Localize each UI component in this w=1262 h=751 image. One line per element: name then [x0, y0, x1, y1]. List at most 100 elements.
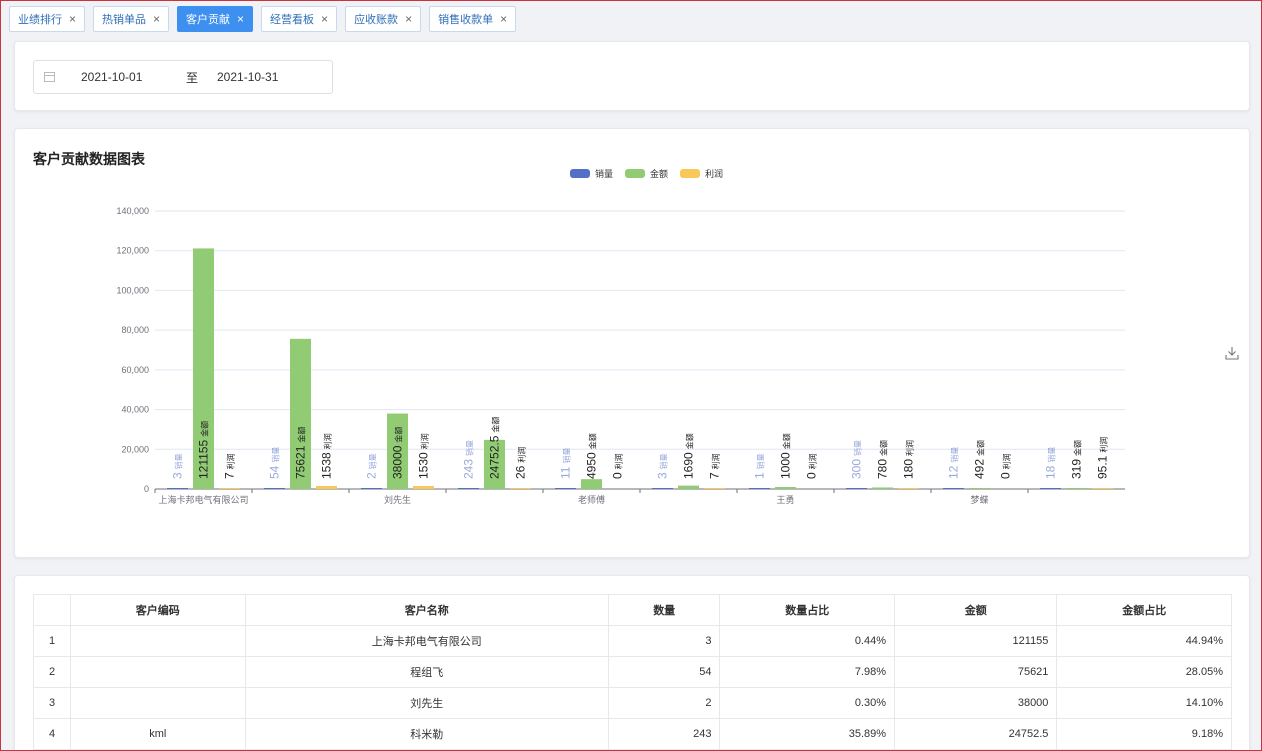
date-range-picker[interactable]: 2021-10-01 至 2021-10-31 — [33, 60, 333, 94]
download-icon[interactable] — [1225, 346, 1239, 360]
close-icon[interactable]: × — [69, 12, 77, 26]
legend-label: 金额 — [650, 169, 669, 179]
table-cell: 0.30% — [719, 687, 896, 719]
close-icon[interactable]: × — [153, 12, 161, 26]
calendar-icon — [44, 72, 55, 82]
start-date-input[interactable]: 2021-10-01 — [81, 70, 143, 84]
column-header[interactable]: 数量 — [607, 594, 721, 626]
bar-data-label: 1690 金额 — [682, 433, 696, 479]
y-tick-label: 40,000 — [121, 405, 149, 415]
data-label-suffix: 利润 — [323, 433, 333, 449]
column-header[interactable]: 客户编码 — [70, 594, 246, 626]
table-cell: 44.94% — [1056, 625, 1232, 657]
table-cell: 0.44% — [719, 625, 896, 657]
bar — [872, 487, 893, 489]
data-label-suffix: 利润 — [808, 453, 818, 469]
bar — [846, 488, 867, 489]
date-range-separator: 至 — [185, 70, 198, 85]
data-label-value: 492 — [973, 459, 987, 479]
bar-data-label: 54 销量 — [268, 447, 282, 479]
legend-label: 利润 — [705, 169, 724, 179]
tab-4[interactable]: 应收账款 × — [345, 6, 422, 32]
data-label-value: 24752.5 — [488, 435, 502, 479]
data-label-suffix: 金额 — [1073, 440, 1083, 456]
data-label-suffix: 利润 — [1099, 437, 1109, 453]
close-icon[interactable]: × — [405, 12, 413, 26]
y-tick-label: 100,000 — [116, 285, 149, 295]
close-icon[interactable]: × — [321, 12, 329, 26]
table-cell — [70, 656, 246, 688]
data-label-value: 95.1 — [1096, 455, 1110, 479]
data-label-suffix: 金额 — [782, 433, 792, 449]
tab-5[interactable]: 销售收款单 × — [429, 6, 517, 32]
table-row[interactable]: 1 上海卡邦电气有限公司 3 0.44% 121155 44.94% — [33, 625, 1232, 657]
bar-data-label: 3 销量 — [171, 453, 185, 479]
column-header[interactable]: 数量占比 — [719, 594, 896, 626]
data-label-value: 319 — [1070, 459, 1084, 479]
data-label-suffix: 利润 — [1002, 453, 1012, 469]
column-header[interactable]: 金额占比 — [1056, 594, 1232, 626]
table-cell: 2 — [607, 687, 721, 719]
close-icon[interactable]: × — [500, 12, 508, 26]
column-header[interactable]: 金额 — [894, 594, 1058, 626]
data-label-suffix: 销量 — [853, 440, 863, 456]
bar — [193, 248, 214, 489]
data-label-suffix: 金额 — [297, 427, 307, 443]
table-cell: 35.89% — [719, 718, 896, 750]
tab-label: 销售收款单 — [438, 14, 494, 26]
bar — [361, 488, 382, 489]
bar-data-label: 0 利润 — [611, 453, 625, 479]
bar — [1040, 488, 1061, 489]
data-label-value: 12 — [947, 465, 961, 479]
bar — [290, 338, 311, 489]
bar — [555, 488, 576, 489]
chart-title: 客户贡献数据图表 — [33, 151, 145, 167]
bar-data-label: 95.1 利润 — [1096, 437, 1110, 479]
table-cell — [70, 687, 246, 719]
tab-label: 应收账款 — [354, 14, 399, 26]
bar — [704, 488, 725, 489]
data-label-suffix: 销量 — [950, 447, 960, 463]
end-date-input[interactable]: 2021-10-31 — [217, 70, 279, 84]
bar — [484, 439, 505, 489]
data-label-value: 11 — [559, 466, 573, 479]
bar-data-label: 4950 金额 — [585, 433, 599, 479]
tab-2[interactable]: 客户贡献 × — [177, 6, 254, 32]
x-tick-label: 上海卡邦电气有限公司 — [158, 494, 248, 505]
table-cell: 54 — [607, 656, 721, 688]
table-cell: 38000 — [894, 687, 1058, 719]
data-label-value: 1000 — [779, 452, 793, 479]
x-tick-label: 老师傅 — [578, 494, 605, 505]
tab-0[interactable]: 业绩排行 × — [9, 6, 86, 32]
table-cell: 1 — [33, 625, 71, 657]
legend-item[interactable]: 利润 — [680, 167, 723, 180]
table-card: 客户编码 客户名称 数量 数量占比 金额 金额占比 1 上海卡邦电气有限公司 3 0.44% 12… — [14, 575, 1250, 751]
data-label-suffix: 销量 — [465, 440, 475, 456]
bar-data-label: 3 销量 — [656, 453, 670, 479]
tab-3[interactable]: 经营看板 × — [261, 6, 338, 32]
column-header[interactable]: 客户名称 — [244, 594, 609, 626]
table-cell: 3 — [33, 687, 71, 719]
bar — [898, 488, 919, 489]
legend-item[interactable]: 销量 — [570, 167, 613, 180]
close-icon[interactable]: × — [237, 12, 245, 26]
bar-data-label: 180 利润 — [902, 440, 916, 479]
bar — [652, 488, 673, 489]
data-label-value: 4950 — [585, 452, 599, 479]
bar-data-label: 1000 金额 — [779, 433, 793, 479]
tab-label: 业绩排行 — [18, 14, 62, 26]
table-row[interactable]: 3 刘先生 2 0.30% 38000 14.10% — [33, 687, 1232, 719]
tab-1[interactable]: 热销单品 × — [93, 6, 170, 32]
table-row[interactable]: 2 程组飞 54 7.98% 75621 28.05% — [33, 656, 1232, 688]
data-label-suffix: 金额 — [491, 417, 501, 433]
data-label-suffix: 销量 — [1047, 447, 1057, 463]
data-label-value: 1530 — [417, 452, 431, 479]
column-header[interactable] — [33, 594, 71, 626]
data-label-value: 26 — [514, 465, 528, 479]
bar — [943, 488, 964, 489]
table-cell: 9.18% — [1056, 718, 1232, 750]
legend-item[interactable]: 金额 — [625, 167, 668, 180]
bar — [458, 488, 479, 489]
data-label-value: 121155 — [197, 440, 211, 479]
table-row[interactable]: 4 kml 科米勒 243 35.89% 24752.5 9.18% — [33, 718, 1232, 750]
